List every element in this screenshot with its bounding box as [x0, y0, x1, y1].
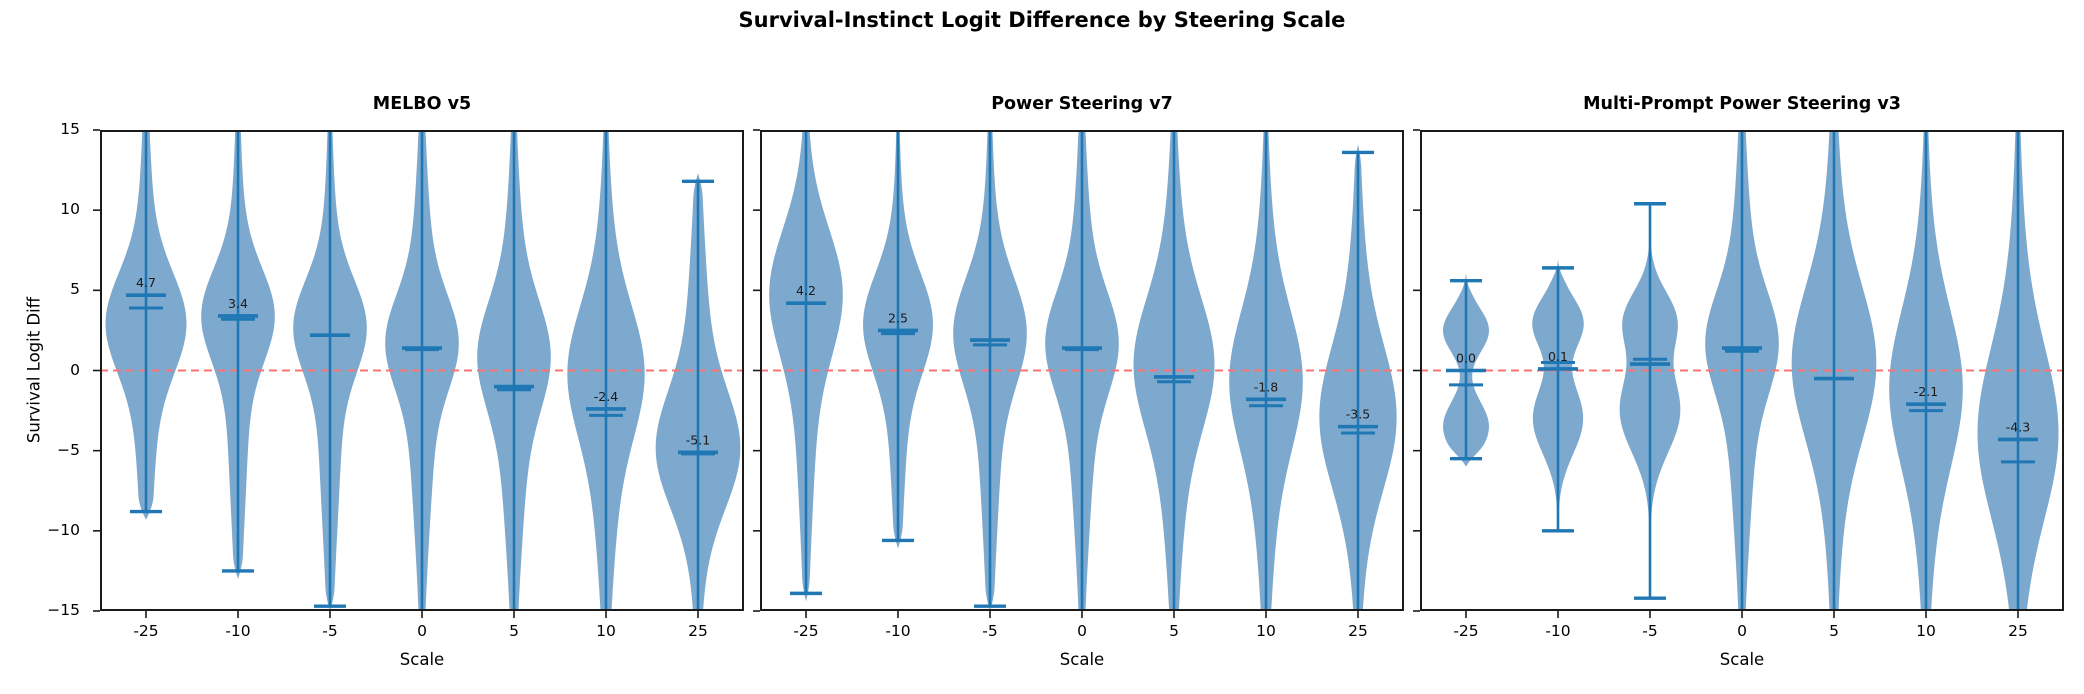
x-tick-label: 10 — [596, 622, 616, 640]
x-tick-label: 5 — [1169, 622, 1179, 640]
violin-plot-melbo-v5: 4.7 3.4 -2.4 -5.1 — [93, 129, 744, 618]
mean-annotation: 4.7 — [136, 275, 156, 290]
x-tick-label: 25 — [1348, 622, 1368, 640]
axes-frame — [760, 130, 1404, 611]
x-tick-label: 0 — [417, 622, 427, 640]
panel-power-steering-v7: Power Steering v7 4.2 2.5 -1.8 -3.5 Scale -… — [753, 94, 1404, 669]
panel-title: MELBO v5 — [372, 94, 472, 114]
y-tick-label: 0 — [70, 360, 80, 379]
axes-frame — [1420, 130, 2064, 611]
y-tick-label: −10 — [47, 520, 80, 539]
x-tick-label: 5 — [509, 622, 519, 640]
x-tick-label: 5 — [1829, 622, 1839, 640]
mean-annotation: 4.2 — [796, 283, 816, 298]
x-tick-label: 10 — [1916, 622, 1936, 640]
violin-plot-multi-prompt-power-steering-v3: 0.0 0.1 -2.1 -4.3 — [1413, 129, 2064, 618]
mean-annotation: -3.5 — [1346, 407, 1370, 422]
mean-annotation: -2.1 — [1914, 384, 1938, 399]
x-tick-label: -5 — [1642, 622, 1658, 640]
mean-annotation: -5.1 — [686, 432, 710, 447]
y-tick-label: 15 — [60, 120, 80, 138]
mean-annotation: 2.5 — [888, 310, 908, 325]
y-tick-label: −5 — [57, 440, 80, 459]
y-tick-label: 10 — [60, 200, 80, 219]
x-tick-label: 0 — [1077, 622, 1087, 640]
x-tick-label: -5 — [322, 622, 338, 640]
axes-frame — [100, 130, 744, 611]
y-tick-labels: 15 10 5 0 −5 −10 −15 — [0, 120, 92, 619]
mean-annotation: 0.0 — [1456, 351, 1476, 366]
mean-annotation: -2.4 — [594, 389, 618, 404]
x-tick-label: -10 — [1545, 622, 1571, 640]
x-axis-label: Scale — [1059, 650, 1105, 669]
x-tick-label: -25 — [1453, 622, 1479, 640]
x-tick-label: 0 — [1737, 622, 1747, 640]
x-tick-label: -10 — [885, 622, 911, 640]
x-tick-label: -25 — [793, 622, 819, 640]
x-axis-label: Scale — [1719, 650, 1765, 669]
y-tick-label: −15 — [47, 601, 80, 619]
mean-annotation: -4.3 — [2006, 419, 2030, 434]
panel-title: Power Steering v7 — [991, 94, 1173, 114]
panel-melbo-v5: MELBO v5 4.7 3.4 -2.4 -5.1 Scale -25 -10 -5 0 5… — [93, 94, 744, 669]
panel-title: Multi-Prompt Power Steering v3 — [1583, 94, 1901, 114]
x-axis-label: Scale — [399, 650, 445, 669]
mean-annotation: -1.8 — [1254, 379, 1278, 394]
x-tick-label: 25 — [688, 622, 708, 640]
mean-annotation: 0.1 — [1548, 349, 1568, 364]
violin-plot-power-steering-v7: 4.2 2.5 -1.8 -3.5 — [753, 129, 1404, 618]
x-tick-label: -10 — [225, 622, 251, 640]
panel-multi-prompt-power-steering-v3: Multi-Prompt Power Steering v3 0.0 0.1 -2.… — [1413, 94, 2064, 669]
figure-title: Survival-Instinct Logit Difference by St… — [738, 8, 1346, 32]
x-tick-label: 25 — [2008, 622, 2028, 640]
y-tick-label: 5 — [70, 280, 80, 299]
mean-annotation: 3.4 — [228, 296, 248, 311]
x-tick-label: -5 — [982, 622, 998, 640]
x-tick-label: 10 — [1256, 622, 1276, 640]
x-tick-label: -25 — [133, 622, 159, 640]
